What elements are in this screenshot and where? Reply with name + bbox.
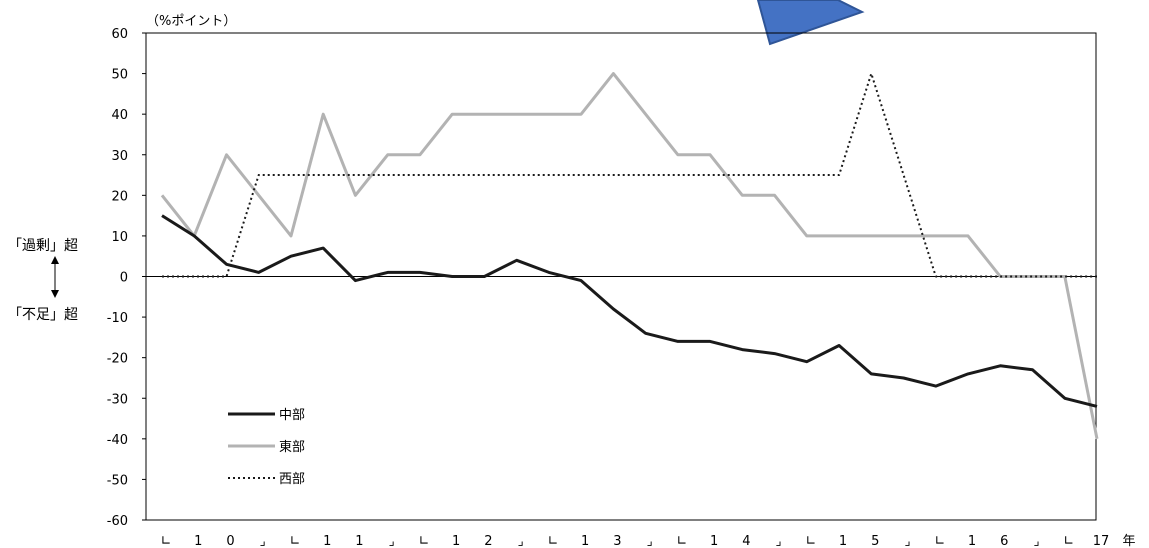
x-tick-label: ∟ [547, 534, 558, 548]
x-tick-label: ⌟ [518, 534, 524, 548]
y-tick-label: 0 [120, 271, 128, 286]
series-line-3 [162, 72, 1097, 278]
x-tick-label: ⌟ [1033, 534, 1039, 548]
y-tick-label: -30 [107, 392, 128, 407]
legend-label: 東部 [279, 439, 305, 455]
x-tick-label: ⌟ [389, 534, 395, 548]
x-tick-label: ∟ [805, 534, 816, 548]
up-arrow-icon [51, 256, 59, 264]
x-tick-label: ∟ [676, 534, 687, 548]
callout-arrow-shape [756, 0, 865, 46]
x-tick-label: ⌟ [776, 534, 782, 548]
y-axis-ticks: 60 50 40 30 20 10 0 -10 -20 -30 -40 -50 -60 [107, 27, 146, 529]
x-tick-label: 2 [484, 534, 492, 548]
x-tick-label: 0 [226, 534, 234, 548]
y-tick-label: -50 [107, 473, 128, 488]
surplus-annotation: 「過剰」超 [8, 238, 78, 254]
x-axis-ticks: ∟ 1 0 ⌟ ∟ 1 1 ⌟ ∟ 1 2 ⌟ ∟ 1 3 ⌟ ∟ 1 4 ⌟ ∟ 1 5 ⌟ ∟ 1 6 ⌟ ∟ 17 [161, 534, 1110, 548]
x-tick-label: ⌟ [647, 534, 653, 548]
x-tick-label: 1 [710, 534, 718, 548]
series-line-1 [161, 214, 1098, 408]
legend-label: 西部 [279, 472, 305, 487]
x-tick-label: 4 [742, 534, 750, 548]
x-unit-label: 年 [1122, 534, 1135, 548]
x-tick-label: 1 [581, 534, 589, 548]
x-tick-label: 1 [194, 534, 202, 548]
x-tick-label: 17 [1093, 534, 1110, 548]
shortage-annotation: 「不足」超 [8, 307, 78, 323]
y-tick-label: -60 [107, 514, 128, 529]
y-tick-label: 20 [111, 189, 128, 204]
series-line-2 [160, 72, 1099, 440]
x-tick-label: 1 [968, 534, 976, 548]
y-tick-label: 60 [111, 27, 128, 42]
x-tick-label: ∟ [290, 534, 301, 548]
y-tick-label: -20 [107, 352, 128, 367]
x-tick-label: 5 [871, 534, 879, 548]
y-tick-label: 40 [111, 108, 128, 123]
x-tick-label: 1 [323, 534, 331, 548]
x-tick-label: 3 [613, 534, 621, 548]
y-tick-label: -10 [107, 311, 128, 326]
x-tick-label: ∟ [934, 534, 945, 548]
x-tick-label: ∟ [1063, 534, 1074, 548]
y-tick-label: 10 [111, 230, 128, 245]
x-tick-label: 1 [355, 534, 363, 548]
legend-label: 中部 [279, 408, 305, 423]
y-tick-label: -40 [107, 433, 128, 448]
down-arrow-icon [51, 290, 59, 298]
y-tick-label: 30 [111, 149, 128, 164]
y-tick-label: 50 [111, 68, 128, 83]
unit-label: （%ポイント） [146, 14, 236, 29]
x-tick-label: 1 [839, 534, 847, 548]
x-tick-label: 1 [452, 534, 460, 548]
series-layer [160, 72, 1099, 440]
x-tick-label: ∟ [418, 534, 429, 548]
x-tick-label: 6 [1000, 534, 1008, 548]
x-tick-label: ⌟ [905, 534, 911, 548]
x-tick-label: ∟ [161, 534, 172, 548]
x-tick-label: ⌟ [260, 534, 266, 548]
